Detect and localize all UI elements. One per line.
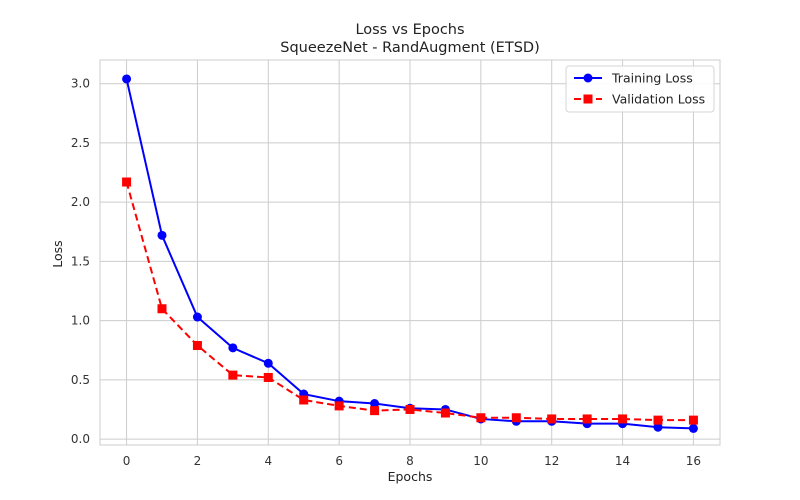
- y-tick-label: 3.0: [71, 77, 90, 91]
- training-loss-point: [688, 423, 698, 433]
- x-tick-label: 8: [406, 454, 414, 468]
- validation-loss-point: [299, 395, 309, 405]
- x-axis-label: Epochs: [388, 469, 433, 484]
- validation-loss-point: [618, 414, 628, 424]
- training-loss-point: [122, 74, 132, 84]
- y-tick-label: 2.0: [71, 195, 90, 209]
- validation-loss-point: [122, 177, 132, 187]
- y-tick-label: 0.5: [71, 373, 90, 387]
- plot-frame: [99, 59, 721, 446]
- validation-loss-point: [228, 370, 238, 380]
- training-loss-point: [263, 358, 273, 368]
- training-loss-point: [653, 422, 663, 432]
- validation-loss-point: [653, 415, 663, 425]
- x-tick-label: 10: [473, 454, 488, 468]
- validation-loss-point: [476, 413, 486, 423]
- validation-loss-point: [263, 372, 273, 382]
- x-tick-label: 2: [194, 454, 202, 468]
- x-tick-label: 14: [615, 454, 630, 468]
- y-tick-label: 0.0: [71, 432, 90, 446]
- legend: Training Loss Validation Loss: [565, 65, 715, 113]
- validation-loss-point: [440, 408, 450, 418]
- validation-loss-point: [511, 413, 521, 423]
- chart-subtitle: SqueezeNet - RandAugment (ETSD): [280, 40, 539, 56]
- legend-training-loss-marker: [583, 73, 593, 83]
- grid: [100, 60, 720, 445]
- y-tick-label: 2.5: [71, 136, 90, 150]
- validation-loss-point: [334, 401, 344, 411]
- x-tick-label: 0: [123, 454, 131, 468]
- validation-loss-point: [192, 340, 202, 350]
- y-tick-label: 1.0: [71, 314, 90, 328]
- x-tick-label: 6: [335, 454, 343, 468]
- validation-loss-point: [405, 404, 415, 414]
- y-axis-label: Loss: [50, 240, 65, 267]
- validation-loss-point: [547, 414, 557, 424]
- legend-training-loss-label: Training Loss: [611, 71, 693, 86]
- x-tick-label: 12: [544, 454, 559, 468]
- training-loss-point: [157, 230, 167, 240]
- chart-title: Loss vs Epochs: [355, 22, 464, 38]
- training-loss-point: [228, 343, 238, 353]
- validation-loss-point: [688, 415, 698, 425]
- y-tick-label: 1.5: [71, 254, 90, 268]
- axis-ticks: 0 2 4 6 8 10 12 14 16 0.0 0.5 1.0 1.5 2.0 2.5 3.0: [71, 77, 701, 468]
- x-tick-label: 16: [686, 454, 701, 468]
- validation-loss-point: [157, 304, 167, 314]
- validation-loss-point: [582, 414, 592, 424]
- x-tick-label: 4: [264, 454, 272, 468]
- training-loss-point: [192, 312, 202, 322]
- series: [122, 74, 698, 433]
- legend-validation-loss-marker: [583, 94, 593, 104]
- legend-validation-loss-label: Validation Loss: [612, 92, 705, 107]
- legend-box: [565, 65, 715, 113]
- validation-loss-point: [370, 406, 380, 416]
- training-loss-point: [370, 399, 380, 409]
